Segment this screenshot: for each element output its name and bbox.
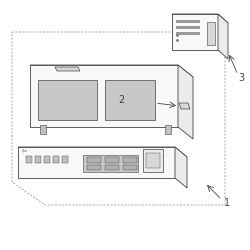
Polygon shape [123, 165, 137, 170]
Polygon shape [105, 165, 119, 170]
Polygon shape [44, 156, 50, 163]
Polygon shape [62, 156, 68, 163]
Polygon shape [176, 20, 200, 23]
Polygon shape [172, 14, 228, 23]
Polygon shape [30, 65, 178, 127]
Polygon shape [87, 157, 101, 163]
Polygon shape [176, 26, 200, 29]
Polygon shape [38, 80, 97, 120]
Polygon shape [40, 125, 46, 134]
Polygon shape [26, 156, 32, 163]
Polygon shape [55, 67, 80, 71]
Text: 1: 1 [224, 198, 230, 208]
Polygon shape [207, 22, 215, 45]
Polygon shape [175, 147, 187, 188]
Polygon shape [146, 153, 160, 168]
Polygon shape [53, 156, 59, 163]
Text: 3: 3 [238, 73, 244, 83]
Polygon shape [218, 14, 228, 59]
Polygon shape [179, 103, 190, 109]
Polygon shape [87, 165, 101, 170]
Polygon shape [18, 147, 175, 178]
Polygon shape [105, 80, 155, 120]
Polygon shape [18, 147, 187, 157]
Polygon shape [123, 157, 137, 163]
Polygon shape [83, 155, 138, 172]
Polygon shape [35, 156, 41, 163]
Polygon shape [30, 65, 193, 77]
Polygon shape [165, 125, 171, 134]
Polygon shape [105, 157, 119, 163]
Polygon shape [143, 149, 163, 172]
Text: 2: 2 [118, 95, 124, 105]
Polygon shape [176, 32, 200, 35]
Polygon shape [178, 65, 193, 139]
Polygon shape [172, 14, 218, 50]
Text: Spa: Spa [22, 149, 28, 153]
